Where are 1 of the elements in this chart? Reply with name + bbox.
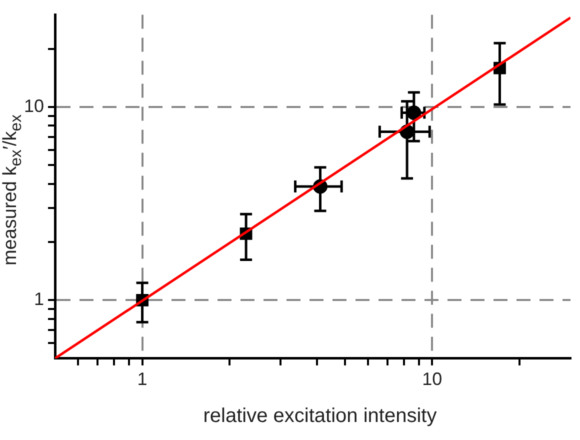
x-axis-title: relative excitation intensity — [202, 405, 438, 428]
